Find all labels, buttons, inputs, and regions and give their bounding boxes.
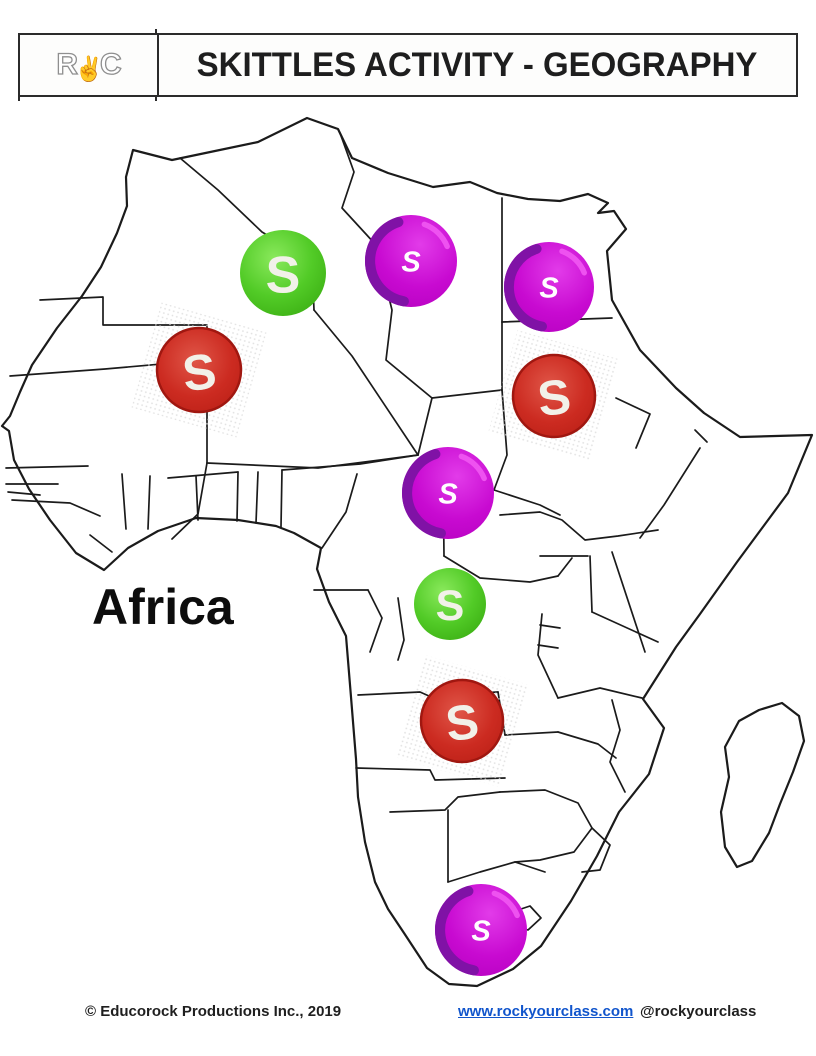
table-border-tick [155, 29, 157, 33]
skittle-highlight [458, 453, 487, 482]
skittle-purple: S [365, 215, 457, 307]
skittle-green: S [240, 230, 326, 316]
skittle-purple: S [435, 884, 527, 976]
skittle-letter: S [539, 272, 559, 304]
skittle-green: S [414, 568, 486, 640]
skittle-red: S [396, 655, 528, 787]
website-link[interactable]: www.rockyourclass.com [458, 1003, 634, 1020]
skittle-letter: S [266, 247, 301, 305]
skittle-candy [511, 353, 597, 439]
skittle-letter: S [179, 343, 219, 403]
skittle-letter: S [438, 478, 458, 510]
skittle-shadow-crescent [435, 886, 479, 976]
skittle-shadow-crescent [365, 217, 409, 307]
rock-hand-icon: ✌ [74, 56, 104, 83]
title-cell: SKITTLES ACTIVITY - GEOGRAPHY [159, 35, 796, 95]
skittle-candy [155, 326, 243, 414]
skittle-letter: S [436, 582, 465, 630]
skittle-letter: S [401, 246, 421, 278]
skittle-letter: S [443, 695, 482, 753]
table-border-tick [18, 95, 20, 101]
madagascar-outline [719, 701, 806, 869]
skittle-candy [402, 447, 494, 539]
skittle-letter: S [535, 370, 574, 428]
skittle-candy [365, 215, 457, 307]
skittle-candy [419, 678, 505, 764]
ryc-logo: R ✌ C [20, 35, 159, 95]
logo-letter-c: C [99, 48, 122, 81]
skittle-highlight [491, 890, 520, 919]
skittle-red: S [488, 330, 620, 462]
skittle-shadow-crescent [504, 243, 547, 332]
skittle-red: S [131, 302, 267, 438]
skittle-highlight [421, 221, 450, 250]
worksheet-header: R ✌ C SKITTLES ACTIVITY - GEOGRAPHY [18, 33, 798, 97]
skittle-purple: S [504, 242, 594, 332]
skittle-shadow-crescent [402, 449, 446, 539]
worksheet-title: SKITTLES ACTIVITY - GEOGRAPHY [197, 45, 758, 84]
skittle-candy [504, 242, 594, 332]
skittle-candy [240, 230, 326, 316]
skittle-letter: S [471, 915, 491, 947]
skittle-candy [414, 568, 486, 640]
social-handle: @rockyourclass [640, 1003, 757, 1020]
skittle-purple: S [402, 447, 494, 539]
table-border-tick [155, 95, 157, 101]
copyright-text: © Educorock Productions Inc., 2019 [85, 1003, 342, 1020]
skittle-highlight [559, 248, 587, 276]
logo-letter-r: R [56, 48, 79, 81]
continent-label: Africa [92, 579, 234, 635]
skittle-candy [435, 884, 527, 976]
